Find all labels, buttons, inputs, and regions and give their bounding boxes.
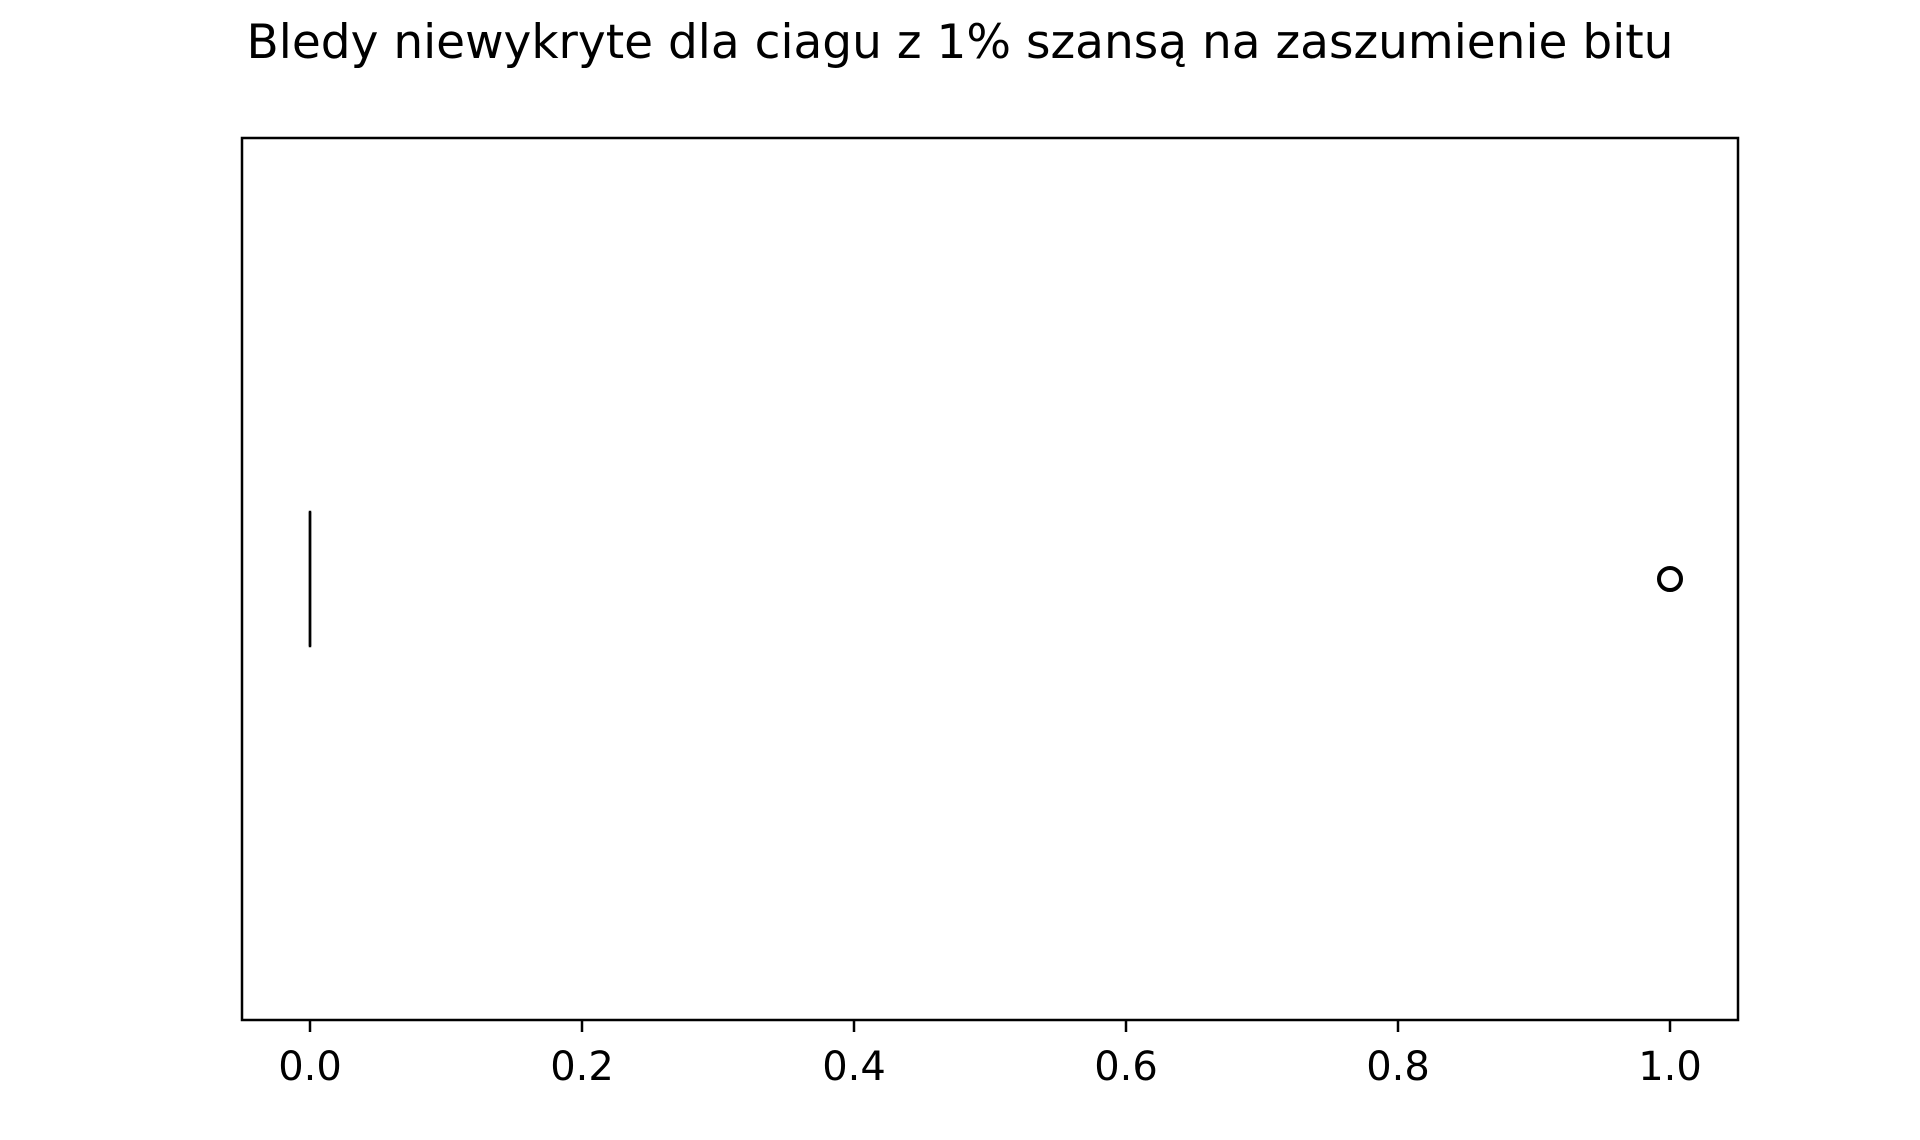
x-tick-label: 0.6 [1094, 1044, 1158, 1090]
outlier-point [1657, 566, 1683, 592]
boxplot-marks [308, 510, 1683, 648]
x-tick-label: 0.8 [1366, 1044, 1430, 1090]
x-tick-label: 0.2 [550, 1044, 614, 1090]
chart-title: Bledy niewykryte dla ciagu z 1% szansą n… [247, 15, 1674, 70]
x-tick-label: 0.4 [822, 1044, 886, 1090]
x-tick-label: 0.0 [278, 1044, 342, 1090]
x-tick-label: 1.0 [1638, 1044, 1702, 1090]
plot-area-frame [240, 136, 1740, 1022]
x-axis-ticks: 0.0 0.2 0.4 0.6 0.8 1.0 [278, 1020, 1702, 1090]
